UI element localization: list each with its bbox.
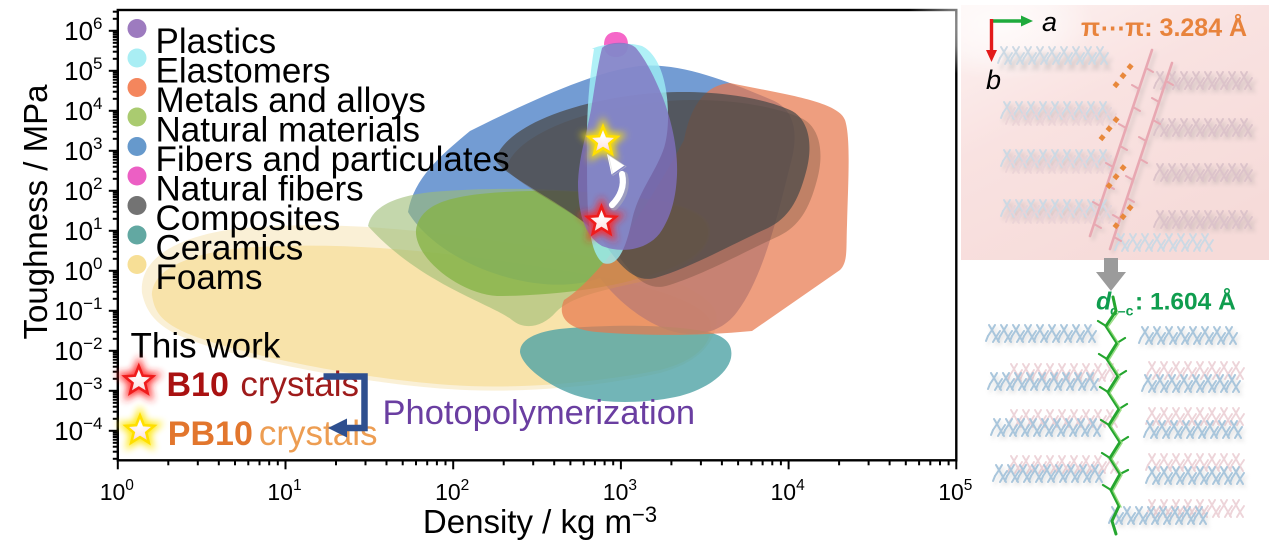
svg-text:Photopolymerization: Photopolymerization: [383, 394, 696, 432]
svg-text:102: 102: [64, 174, 102, 206]
svg-text:Foams: Foams: [156, 258, 263, 297]
svg-text:This work: This work: [131, 326, 281, 365]
svg-text:Density / kg m−3: Density / kg m−3: [423, 502, 657, 540]
svg-text:Ceramics: Ceramics: [156, 229, 304, 268]
svg-text:100: 100: [64, 254, 102, 286]
svg-text:Plastics: Plastics: [156, 22, 277, 61]
svg-text:d: d: [1096, 288, 1112, 316]
svg-text:PB10: PB10: [168, 415, 253, 453]
svg-text:crystals: crystals: [240, 365, 359, 404]
svg-text:a: a: [1042, 7, 1057, 37]
svg-text:104: 104: [770, 477, 805, 505]
svg-text:Composites: Composites: [156, 199, 341, 238]
svg-text:10−4: 10−4: [54, 414, 102, 446]
svg-text:104: 104: [64, 94, 102, 126]
svg-text:b: b: [986, 65, 1001, 95]
svg-text:102: 102: [435, 477, 469, 505]
svg-text:Metals and alloys: Metals and alloys: [156, 81, 426, 120]
svg-text:π⋯π: 3.284 Å: π⋯π: 3.284 Å: [1081, 13, 1247, 42]
svg-text:103: 103: [603, 477, 637, 505]
svg-text:Toughness / MPa: Toughness / MPa: [17, 84, 54, 340]
svg-text:101: 101: [267, 477, 301, 505]
svg-text:Fibers and particulates: Fibers and particulates: [156, 140, 510, 179]
svg-text:105: 105: [938, 477, 972, 505]
svg-text:10−1: 10−1: [54, 294, 102, 326]
svg-text:105: 105: [64, 54, 102, 86]
svg-text:10−3: 10−3: [54, 374, 102, 406]
svg-text:Natural materials: Natural materials: [156, 111, 421, 150]
svg-text:Elastomers: Elastomers: [156, 52, 331, 91]
svg-text:crystals: crystals: [259, 414, 378, 453]
svg-text:103: 103: [64, 134, 102, 166]
svg-text:Natural fibers: Natural fibers: [156, 170, 364, 209]
svg-text:101: 101: [64, 214, 102, 246]
svg-text:100: 100: [100, 477, 135, 505]
svg-text:106: 106: [64, 14, 102, 46]
svg-text:B10: B10: [167, 366, 229, 404]
svg-text:: 1.604 Å: : 1.604 Å: [1135, 288, 1236, 316]
svg-text:10−2: 10−2: [54, 334, 102, 366]
